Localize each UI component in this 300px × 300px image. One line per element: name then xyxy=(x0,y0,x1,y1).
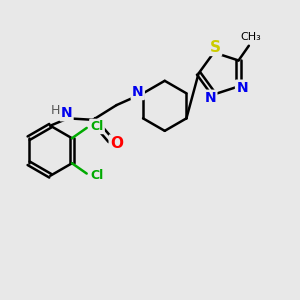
Text: H: H xyxy=(51,104,60,118)
Text: O: O xyxy=(110,136,123,151)
Text: S: S xyxy=(210,40,221,55)
Text: Cl: Cl xyxy=(90,169,104,182)
Text: N: N xyxy=(61,106,72,120)
Text: N: N xyxy=(236,81,248,95)
Text: N: N xyxy=(132,85,144,99)
Text: Cl: Cl xyxy=(90,120,104,133)
Text: N: N xyxy=(205,91,216,105)
Text: CH₃: CH₃ xyxy=(240,32,261,43)
